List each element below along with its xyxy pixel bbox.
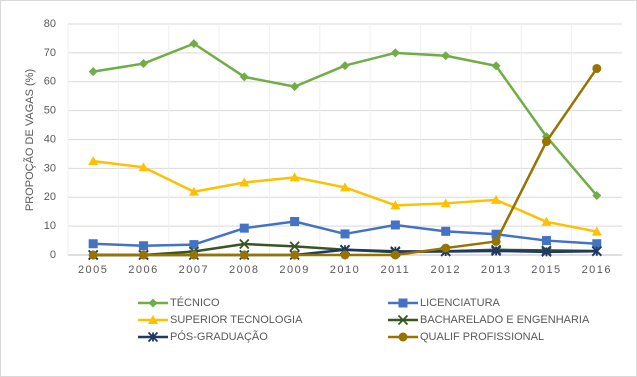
data-point — [139, 241, 149, 251]
x-tick-label: 2008 — [229, 264, 259, 276]
data-point — [88, 156, 99, 166]
data-point — [440, 198, 451, 208]
legend-marker — [148, 315, 158, 324]
x-tick-label: 2016 — [582, 264, 612, 276]
x-tick-label: 2009 — [279, 264, 309, 276]
x-tick-label: 2011 — [381, 264, 411, 276]
data-point — [390, 250, 400, 260]
data-point — [239, 177, 250, 187]
data-point — [290, 250, 300, 260]
data-point — [88, 67, 98, 77]
y-tick-label: 60 — [44, 76, 56, 88]
y-tick-label: 10 — [44, 220, 56, 232]
data-point — [340, 61, 350, 71]
legend-marker — [148, 298, 158, 308]
data-point — [541, 216, 552, 226]
data-point — [88, 250, 98, 260]
data-point — [88, 239, 98, 249]
data-point — [188, 186, 199, 196]
data-point — [591, 246, 602, 257]
data-point — [591, 226, 602, 236]
legend-marker — [397, 314, 409, 326]
legend-label: QUALIF PROFISSIONAL — [420, 331, 544, 343]
y-tick-label: 50 — [44, 105, 56, 117]
y-axis-label: PROPOÇÃO DE VAGAS (%) — [23, 69, 36, 211]
data-point — [441, 243, 451, 253]
data-point — [290, 217, 300, 227]
data-point — [441, 51, 451, 61]
legend-marker — [398, 298, 408, 308]
data-point — [390, 200, 401, 210]
data-point — [390, 220, 400, 230]
data-point — [139, 59, 149, 69]
data-point — [491, 61, 501, 71]
data-point — [592, 239, 602, 249]
data-point — [441, 226, 451, 236]
y-tick-label: 20 — [44, 191, 56, 203]
data-point — [491, 229, 501, 239]
data-point — [189, 250, 199, 260]
legend-marker — [398, 332, 408, 342]
legend-marker — [147, 331, 159, 343]
data-point — [592, 191, 602, 201]
data-point — [491, 194, 502, 204]
y-tick-label: 40 — [44, 133, 56, 145]
x-tick-label: 2013 — [481, 264, 511, 276]
data-point — [592, 63, 602, 73]
y-tick-label: 30 — [44, 162, 56, 174]
x-tick-label: 2007 — [179, 264, 209, 276]
y-tick-label: 0 — [50, 249, 56, 261]
data-point — [239, 72, 249, 82]
data-point — [340, 182, 350, 192]
legend-label: BACHARELADO E ENGENHARIA — [420, 314, 590, 326]
legend-label: LICENCIATURA — [420, 297, 501, 309]
x-tick-label: 2005 — [78, 264, 108, 276]
legend-label: SUPERIOR TECNOLOGIA — [170, 314, 303, 326]
data-point — [541, 137, 551, 147]
data-point — [189, 240, 199, 250]
data-point — [491, 236, 501, 246]
data-point — [290, 82, 300, 92]
x-tick-label: 2012 — [430, 264, 460, 276]
y-tick-label: 70 — [44, 47, 56, 59]
data-point — [541, 236, 551, 246]
legend-label: TÉCNICO — [170, 296, 220, 309]
data-point — [390, 48, 400, 58]
data-point — [239, 238, 250, 250]
data-point — [289, 241, 300, 252]
data-point — [239, 223, 249, 233]
x-tick-label: 2006 — [128, 264, 158, 276]
y-tick-label: 80 — [44, 18, 56, 30]
x-tick-label: 2010 — [330, 264, 360, 276]
data-point — [289, 172, 300, 182]
data-point — [490, 245, 502, 257]
data-point — [138, 162, 149, 172]
data-point — [541, 246, 552, 257]
data-point — [189, 39, 199, 49]
data-point — [139, 250, 149, 260]
data-point — [340, 250, 350, 260]
data-point — [239, 250, 249, 260]
x-tick-label: 2015 — [531, 264, 561, 276]
legend-label: PÓS-GRADUAÇÃO — [170, 330, 268, 343]
data-point — [340, 229, 350, 239]
